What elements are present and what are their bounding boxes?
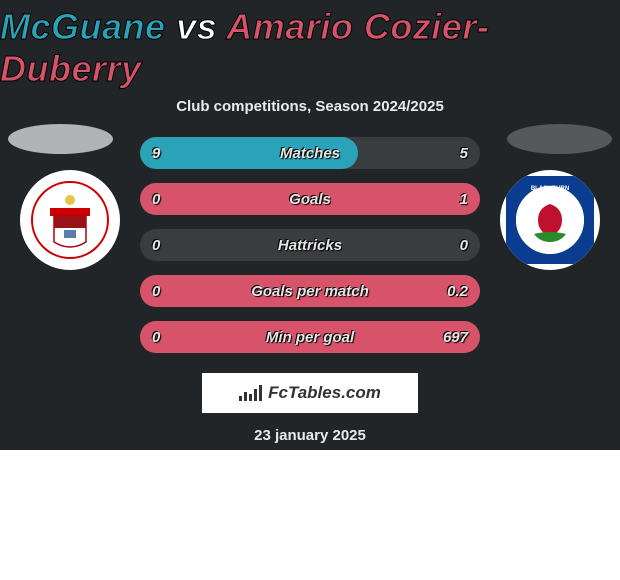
blackburn-rovers-crest-icon: BLACKBURN	[506, 176, 594, 264]
stat-row: 0 Goals per match 0.2	[140, 275, 480, 307]
stat-value-a: 0	[152, 191, 160, 208]
left-team-oval	[8, 124, 113, 154]
chart-icon	[239, 385, 262, 401]
stat-label: Goals per match	[251, 283, 369, 300]
stat-value-a: 0	[152, 283, 160, 300]
stat-value-b: 5	[460, 145, 468, 162]
right-team-crest: BLACKBURN	[500, 170, 600, 270]
stat-row: 0 Hattricks 0	[140, 229, 480, 261]
stat-value-a: 0	[152, 237, 160, 254]
stat-value-a: 0	[152, 329, 160, 346]
comparison-card: McGuane vs Amario Cozier-Duberry Club co…	[0, 0, 620, 450]
stat-value-a: 9	[152, 145, 160, 162]
stat-row: 0 Goals 1	[140, 183, 480, 215]
stat-row: 9 Matches 5	[140, 137, 480, 169]
stat-row: 0 Min per goal 697	[140, 321, 480, 353]
player-a-name: McGuane	[0, 6, 166, 47]
bristol-city-crest-icon	[30, 180, 110, 260]
attribution-box: FcTables.com	[202, 373, 418, 413]
right-team-oval	[507, 124, 612, 154]
stat-value-b: 697	[443, 329, 468, 346]
left-team-crest	[20, 170, 120, 270]
stat-label: Goals	[289, 191, 331, 208]
page-title: McGuane vs Amario Cozier-Duberry	[0, 6, 620, 90]
stat-label: Matches	[280, 145, 340, 162]
snapshot-date: 23 january 2025	[254, 427, 366, 444]
attribution-text: FcTables.com	[268, 383, 381, 403]
stat-label: Min per goal	[266, 329, 354, 346]
stat-label: Hattricks	[278, 237, 342, 254]
stat-value-b: 0	[460, 237, 468, 254]
vs-label: vs	[176, 6, 217, 47]
svg-text:BLACKBURN: BLACKBURN	[531, 186, 569, 192]
stat-value-b: 1	[460, 191, 468, 208]
stat-value-b: 0.2	[447, 283, 468, 300]
subtitle: Club competitions, Season 2024/2025	[176, 98, 444, 115]
